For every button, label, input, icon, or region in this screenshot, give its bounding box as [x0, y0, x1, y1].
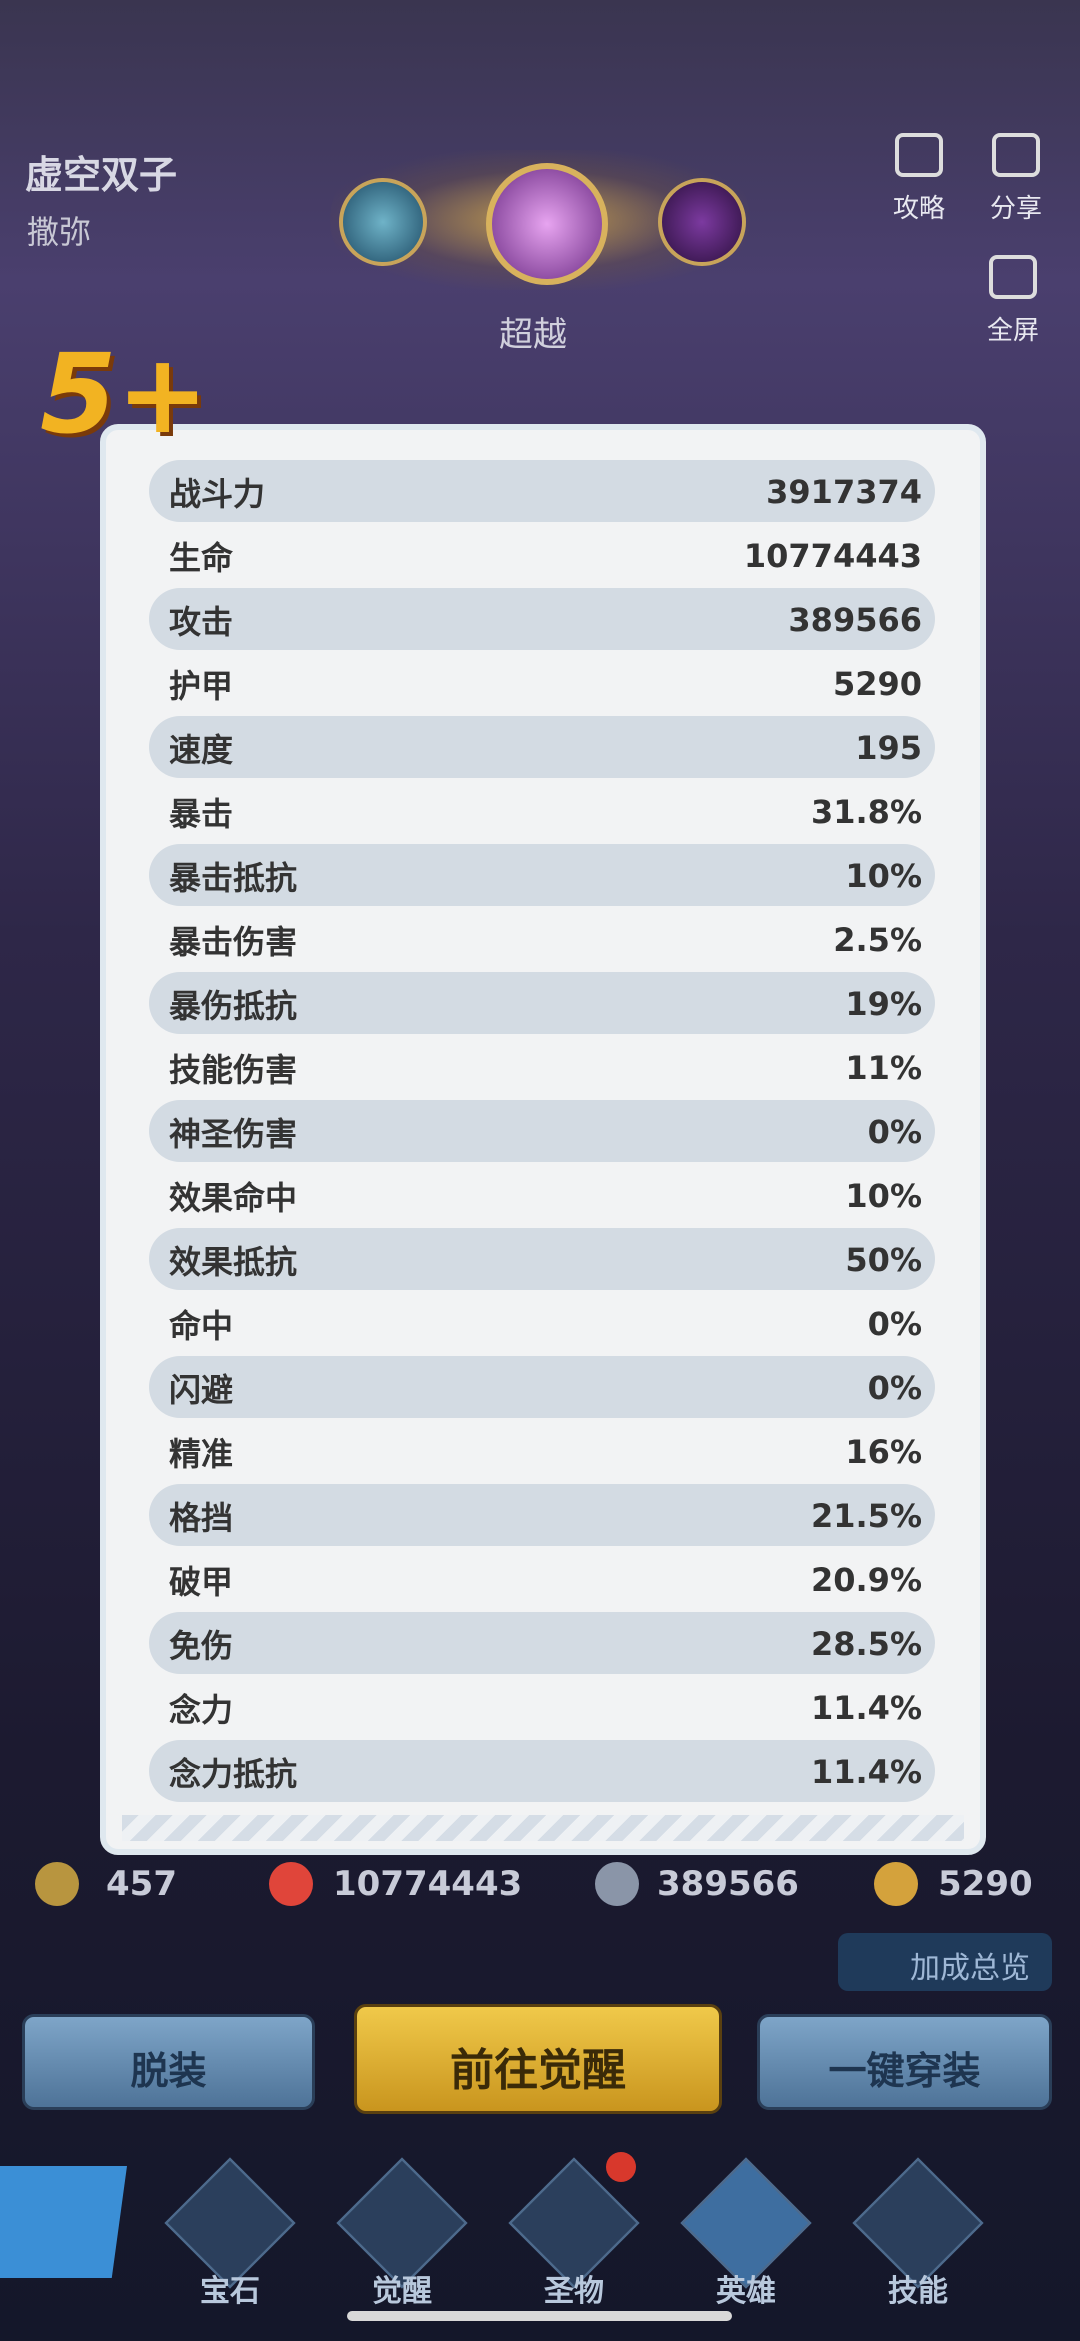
stat-label: 闪避	[169, 1371, 234, 1409]
stat-value: 389566	[788, 601, 922, 639]
stat-value: 0%	[867, 1113, 922, 1151]
back-button[interactable]	[0, 2166, 127, 2278]
stat-row-bg	[149, 1484, 935, 1546]
stat-row-bg	[149, 1612, 935, 1674]
stat-value: 10%	[845, 857, 922, 895]
action-label[interactable]: 攻略	[892, 194, 945, 224]
stage-label: 超越	[499, 315, 567, 355]
summary-value: 457	[106, 1864, 177, 1904]
stat-label: 速度	[169, 731, 234, 769]
home-indicator	[347, 2311, 732, 2321]
summary-icon	[269, 1862, 313, 1906]
nav-label[interactable]: 圣物	[544, 2274, 604, 2309]
stat-row-bg	[149, 716, 935, 778]
bonus-button[interactable]	[838, 1933, 1052, 1991]
action-icon[interactable]	[992, 133, 1040, 177]
hero-subtitle: 撒弥	[27, 213, 92, 251]
stat-value: 31.8%	[810, 793, 922, 831]
stat-label: 护甲	[169, 667, 234, 705]
stat-row-bg	[149, 972, 935, 1034]
action-label[interactable]: 全屏	[986, 316, 1039, 346]
stat-value: 2.5%	[833, 921, 922, 959]
stat-label: 命中	[169, 1307, 234, 1345]
star-level: 5+	[40, 330, 209, 458]
equip-all-button[interactable]	[757, 2014, 1052, 2110]
stat-row-bg	[149, 1228, 935, 1290]
stat-value: 28.5%	[810, 1625, 922, 1663]
stat-label: 精准	[169, 1435, 234, 1473]
action-icon[interactable]	[895, 133, 943, 177]
action-label[interactable]: 分享	[989, 194, 1042, 224]
stat-value: 3917374	[766, 473, 922, 511]
hero-name: 虚空双子	[25, 153, 178, 197]
stat-value: 0%	[867, 1305, 922, 1343]
button-label[interactable]: 一键穿装	[828, 2049, 981, 2093]
stat-label: 暴击抵抗	[169, 859, 298, 897]
bonus-label[interactable]: 加成总览	[910, 1951, 1030, 1986]
nav-label[interactable]: 英雄	[716, 2274, 776, 2309]
stat-row-bg	[149, 588, 935, 650]
stat-value: 11.4%	[810, 1689, 922, 1727]
unequip-button[interactable]	[22, 2014, 315, 2110]
stat-label: 神圣伤害	[169, 1115, 298, 1153]
action-icon[interactable]	[989, 255, 1037, 299]
panel-pattern	[122, 1815, 964, 1841]
stat-row-bg	[149, 1356, 935, 1418]
summary-icon	[35, 1862, 79, 1906]
stat-label: 念力	[169, 1691, 234, 1729]
stat-label: 暴伤抵抗	[169, 987, 298, 1025]
stat-label: 破甲	[169, 1563, 234, 1601]
stat-label: 战斗力	[169, 475, 266, 513]
stat-value: 21.5%	[810, 1497, 922, 1535]
stage-icon	[339, 178, 427, 266]
summary-icon	[874, 1862, 918, 1906]
stat-value: 19%	[845, 985, 922, 1023]
summary-icon	[595, 1862, 639, 1906]
stat-label: 念力抵抗	[169, 1755, 298, 1793]
stat-label: 格挡	[169, 1499, 234, 1537]
stage-icon	[658, 178, 746, 266]
stat-value: 50%	[845, 1241, 922, 1279]
summary-value: 389566	[657, 1864, 799, 1904]
stat-value: 5290	[832, 665, 922, 703]
stat-row-bg	[149, 1740, 935, 1802]
stat-label: 攻击	[169, 603, 234, 641]
stat-value: 20.9%	[810, 1561, 922, 1599]
stat-row-bg	[149, 844, 935, 906]
button-label[interactable]: 脱装	[130, 2049, 207, 2093]
stat-label: 暴击伤害	[169, 923, 298, 961]
stat-value: 10%	[845, 1177, 922, 1215]
nav-label[interactable]: 宝石	[200, 2274, 260, 2309]
stat-value: 10774443	[743, 537, 922, 575]
stat-label: 生命	[169, 539, 234, 577]
stat-label: 效果命中	[169, 1179, 298, 1217]
stat-value: 11.4%	[810, 1753, 922, 1791]
stage-icon	[486, 163, 608, 285]
nav-label[interactable]: 技能	[888, 2274, 948, 2309]
stat-value: 195	[855, 729, 922, 767]
awaken-button[interactable]	[354, 2004, 722, 2114]
summary-value: 10774443	[333, 1864, 523, 1904]
stat-row-bg	[149, 1100, 935, 1162]
nav-label[interactable]: 觉醒	[372, 2274, 432, 2309]
notify-dot	[606, 2152, 636, 2182]
stat-value: 0%	[867, 1369, 922, 1407]
stat-row-bg	[149, 460, 935, 522]
stat-value: 16%	[845, 1433, 922, 1471]
stat-label: 免伤	[169, 1627, 234, 1665]
summary-value: 5290	[938, 1864, 1033, 1904]
stat-label: 暴击	[169, 795, 234, 833]
stat-label: 技能伤害	[169, 1051, 298, 1089]
stat-label: 效果抵抗	[169, 1243, 298, 1281]
stat-value: 11%	[845, 1049, 922, 1087]
button-label[interactable]: 前往觉醒	[450, 2045, 626, 2096]
